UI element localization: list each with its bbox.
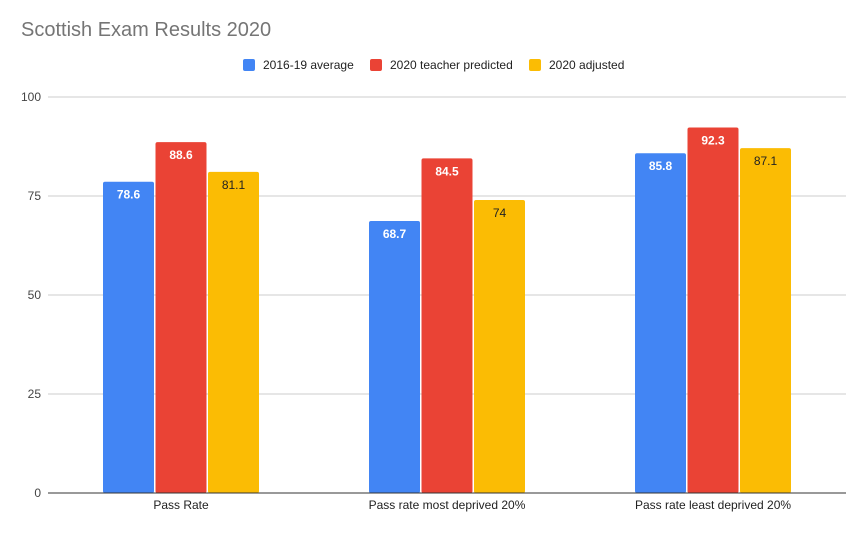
chart-title: Scottish Exam Results 2020 — [21, 19, 272, 41]
data-label-2020-teacher-predicted-pass-rate-least-deprived-20: 92.3 — [701, 133, 725, 147]
data-label-2016-19-average-pass-rate: 78.6 — [117, 188, 141, 202]
legend-swatch-2020-teacher-predicted — [370, 59, 382, 71]
data-label-2020-teacher-predicted-pass-rate-most-deprived-20: 84.5 — [435, 164, 459, 178]
legend-label-2020-teacher-predicted: 2020 teacher predicted — [390, 58, 513, 72]
legend-swatch-2020-adjusted — [529, 59, 541, 71]
x-tick-label-pass-rate: Pass Rate — [153, 498, 209, 512]
bar-2020-adjusted-pass-rate — [208, 171, 259, 493]
bar-2020-adjusted-pass-rate-least-deprived-20 — [740, 148, 791, 494]
y-tick-label-50: 50 — [28, 288, 42, 302]
bar-2020-teacher-predicted-pass-rate — [155, 142, 207, 494]
y-tick-label-25: 25 — [28, 387, 42, 401]
bar-2020-teacher-predicted-pass-rate-least-deprived-20 — [687, 127, 739, 493]
bar-2016-19-average-pass-rate — [103, 181, 154, 493]
bar-2016-19-average-pass-rate-most-deprived-20 — [369, 220, 420, 493]
y-tick-label-75: 75 — [28, 189, 42, 203]
bar-2020-adjusted-pass-rate-most-deprived-20 — [474, 199, 525, 493]
legend-item-2020-teacher-predicted[interactable]: 2020 teacher predicted — [370, 58, 513, 72]
data-label-2016-19-average-pass-rate-least-deprived-20: 85.8 — [649, 159, 673, 173]
y-tick-label-100: 100 — [21, 90, 41, 104]
legend-label-2016-19-average: 2016-19 average — [263, 58, 354, 72]
x-tick-label-pass-rate-most-deprived-20: Pass rate most deprived 20% — [369, 498, 526, 512]
legend-label-2020-adjusted: 2020 adjusted — [549, 58, 625, 72]
data-label-2020-adjusted-pass-rate-least-deprived-20: 87.1 — [754, 154, 778, 168]
legend-swatch-2016-19-average — [243, 59, 255, 71]
data-label-2016-19-average-pass-rate-most-deprived-20: 68.7 — [383, 227, 407, 241]
data-label-2020-teacher-predicted-pass-rate: 88.6 — [169, 148, 193, 162]
legend-item-2016-19-average[interactable]: 2016-19 average — [243, 58, 354, 72]
data-label-2020-adjusted-pass-rate: 81.1 — [222, 178, 246, 192]
x-tick-label-pass-rate-least-deprived-20: Pass rate least deprived 20% — [635, 498, 791, 512]
bar-2016-19-average-pass-rate-least-deprived-20 — [635, 153, 686, 493]
bar-2020-teacher-predicted-pass-rate-most-deprived-20 — [421, 158, 473, 493]
data-label-2020-adjusted-pass-rate-most-deprived-20: 74 — [493, 206, 507, 220]
legend-item-2020-adjusted[interactable]: 2020 adjusted — [529, 58, 624, 72]
y-tick-label-0: 0 — [34, 486, 41, 500]
